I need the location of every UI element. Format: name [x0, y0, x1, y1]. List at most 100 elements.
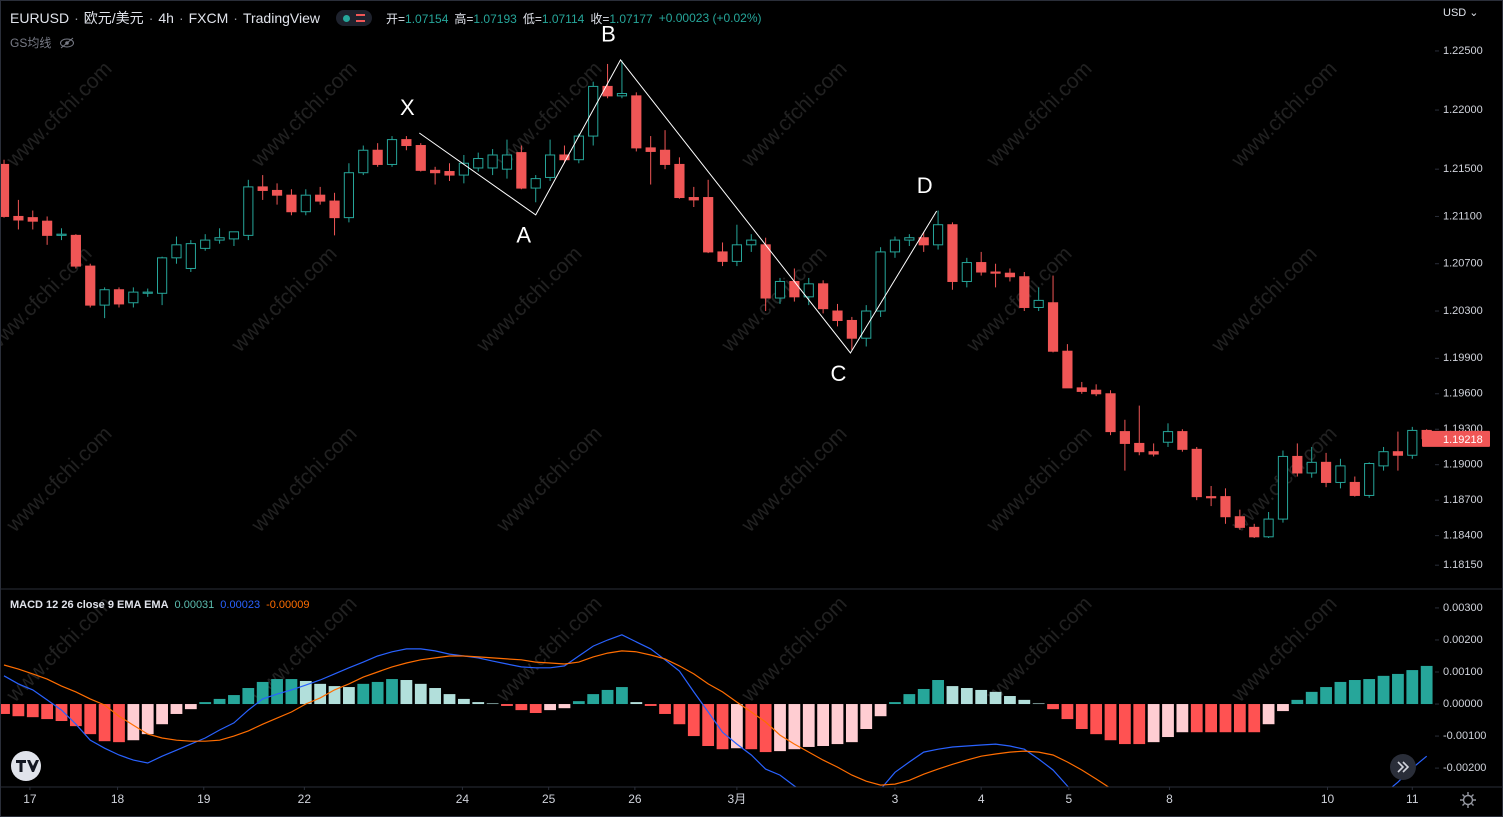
histogram-bar — [299, 680, 312, 705]
candle-body — [1277, 455, 1289, 520]
candle-body — [1191, 448, 1202, 498]
histogram-bar — [716, 704, 729, 750]
ohlc-item: 低=1.07114 — [523, 12, 585, 26]
candle-body — [415, 145, 426, 171]
x-tick-label: 4 — [978, 792, 985, 806]
candle-body — [430, 169, 441, 174]
candle-body — [918, 237, 929, 246]
histogram-bar — [443, 694, 456, 705]
histogram-bar — [1377, 675, 1390, 705]
histogram-bar — [400, 680, 413, 705]
candle-body — [228, 231, 240, 240]
histogram-bar — [1205, 704, 1218, 733]
exchange: FXCM — [174, 10, 229, 26]
candle-body — [631, 95, 642, 149]
candle-body — [760, 244, 771, 299]
histogram-bar — [156, 704, 168, 725]
candle-body — [156, 257, 168, 294]
candle-body — [56, 233, 67, 236]
macd-line — [3, 634, 1428, 787]
settings-icon[interactable] — [1460, 792, 1476, 808]
histogram-bar — [1291, 699, 1304, 705]
market-status[interactable] — [336, 10, 372, 26]
pattern-label: D — [917, 173, 933, 198]
histogram-bar — [774, 704, 786, 752]
y-tick-label: 0.00300 — [1443, 602, 1483, 614]
candle-body — [530, 178, 541, 189]
currency-selector[interactable]: USD ⌄ — [1443, 7, 1479, 19]
candle-body — [990, 271, 1001, 274]
price-pane: X A B C D — [0, 22, 1432, 538]
x-tick-label: 25 — [542, 792, 556, 806]
ohlc-label: 低= — [522, 11, 542, 26]
x-tick-label: 17 — [23, 792, 37, 806]
x-tick-label: 3月 — [728, 792, 747, 806]
indicator-row: GS均线 — [10, 34, 75, 51]
histogram-bar — [213, 698, 226, 705]
scroll-to-latest-button[interactable] — [1390, 754, 1416, 780]
histogram-bar — [41, 704, 54, 720]
candle-body — [1004, 272, 1016, 278]
candle-body — [1091, 389, 1102, 395]
histogram-bar — [587, 694, 600, 705]
histogram-bar — [1147, 704, 1160, 743]
candle-body — [717, 251, 728, 262]
histogram-bar — [429, 688, 442, 705]
histogram-bar — [845, 704, 858, 743]
x-tick-label: 24 — [456, 792, 470, 806]
histogram-bar — [1061, 704, 1074, 720]
candle-body — [1378, 451, 1389, 467]
symbol[interactable]: EURUSD — [10, 10, 70, 26]
candle-body — [1234, 516, 1245, 528]
ohlc-label: 收= — [590, 11, 610, 26]
candle-body — [1249, 526, 1260, 538]
candle-body — [1148, 451, 1159, 455]
histogram-bar — [328, 686, 341, 705]
candle-body — [85, 265, 96, 306]
histogram-bar — [1104, 704, 1117, 741]
candle-body — [1062, 350, 1073, 389]
macd-readout: 0.00023 — [220, 599, 261, 611]
histogram-bar — [1363, 679, 1376, 705]
histogram-bar — [0, 704, 10, 714]
candle-body — [803, 283, 814, 298]
histogram-bar — [975, 689, 988, 705]
y-tick-label: 1.19600 — [1443, 388, 1483, 400]
candle-body — [573, 135, 584, 161]
ohlc-label: 高= — [454, 11, 474, 26]
histogram-bar — [558, 704, 571, 709]
histogram-bar — [501, 704, 513, 706]
histogram-bar — [1277, 704, 1289, 712]
histogram-bar — [802, 704, 815, 747]
macd-readout: -0.00009 — [266, 599, 310, 611]
histogram-bar — [1305, 691, 1318, 705]
candle-body — [243, 186, 254, 236]
candle-body — [904, 237, 915, 241]
interval[interactable]: 4h — [144, 10, 174, 26]
candle-body — [1076, 387, 1087, 392]
histogram-bar — [371, 681, 384, 705]
histogram-bar — [314, 683, 327, 705]
histogram-bar — [932, 680, 944, 705]
candle-body — [731, 244, 742, 262]
change: +0.00023 (+0.02%) — [658, 11, 762, 25]
candle-body — [487, 154, 498, 169]
candle-body — [746, 239, 757, 246]
tv-logo — [11, 751, 41, 781]
pattern-line — [419, 59, 938, 354]
hidden-icon[interactable] — [59, 37, 75, 49]
y-tick-label: 1.19000 — [1443, 459, 1483, 471]
y-tick-label: 1.18700 — [1443, 494, 1483, 506]
histogram-bar — [271, 679, 283, 705]
candle-body — [616, 93, 628, 97]
histogram-bar — [1190, 704, 1203, 733]
candle-body — [1292, 455, 1303, 474]
histogram-bar — [544, 704, 556, 711]
indicator-name[interactable]: GS均线 — [10, 36, 52, 50]
candle-body — [1320, 461, 1332, 483]
histogram-bar — [889, 702, 901, 705]
candle-body — [70, 234, 81, 267]
histogram-bar — [1075, 704, 1088, 730]
pattern-label: A — [516, 223, 531, 248]
candle-body — [185, 243, 196, 269]
